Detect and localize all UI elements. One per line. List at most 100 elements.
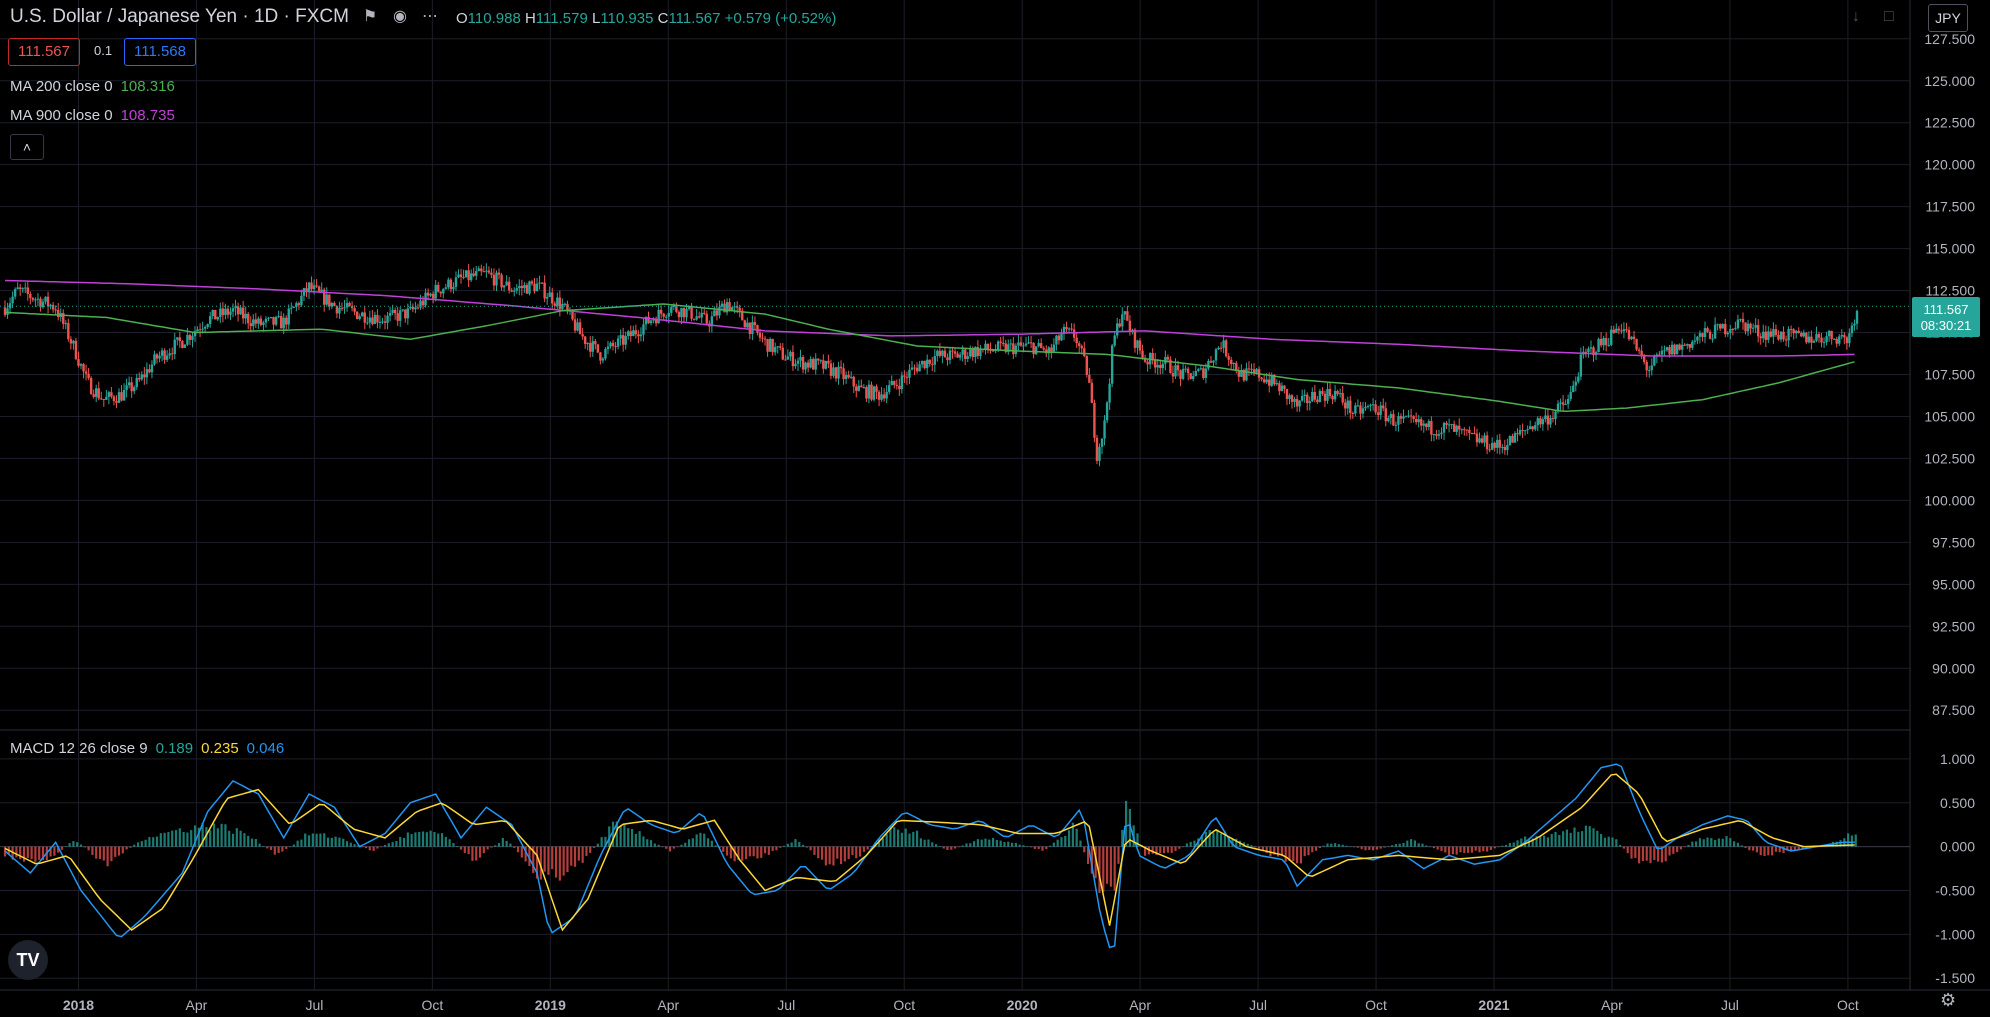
candle-body bbox=[1716, 324, 1719, 326]
candle-body bbox=[806, 362, 810, 368]
candle-body bbox=[1017, 342, 1020, 346]
candle-body bbox=[958, 354, 962, 358]
candle-body bbox=[183, 344, 187, 348]
macd-hist-bar bbox=[923, 839, 926, 847]
candle-body bbox=[102, 399, 106, 401]
chevron-up-icon[interactable]: ˄ bbox=[10, 134, 44, 160]
macd-hist-bar bbox=[1793, 846, 1797, 851]
ma900-legend[interactable]: MA 900 close 0 108.735 bbox=[10, 107, 175, 124]
tradingview-logo-icon[interactable]: TV bbox=[8, 940, 48, 980]
macd-hist-bar bbox=[832, 846, 835, 866]
candle-body bbox=[794, 363, 797, 367]
candle-body bbox=[11, 296, 14, 304]
candle-body bbox=[1518, 430, 1522, 435]
macd-hist-bar bbox=[1505, 844, 1508, 847]
candle-body bbox=[371, 317, 374, 324]
candle-body bbox=[1784, 339, 1788, 341]
candle-body bbox=[97, 388, 100, 399]
candle-body bbox=[1072, 329, 1076, 338]
macd-hist-bar bbox=[1550, 833, 1553, 847]
candle-body bbox=[1541, 419, 1545, 425]
candle-body bbox=[77, 359, 80, 366]
macd-hist-bar bbox=[581, 846, 584, 863]
macd-hist-bar bbox=[269, 846, 273, 850]
macd-hist-bar bbox=[1200, 835, 1204, 847]
candle-body bbox=[1376, 412, 1380, 415]
macd-hist-bar bbox=[1668, 846, 1671, 856]
macd-hist-bar bbox=[695, 834, 698, 847]
candle-body bbox=[1133, 329, 1137, 348]
flag-icon[interactable]: ⚑ bbox=[362, 8, 378, 25]
candle-body bbox=[1579, 354, 1583, 377]
candle-body bbox=[799, 357, 802, 361]
macd-hist-bar bbox=[159, 833, 162, 847]
arrow-down-icon[interactable]: ↓ bbox=[1852, 8, 1860, 25]
candle-body bbox=[274, 316, 278, 325]
candle-body bbox=[421, 300, 425, 306]
ma200-legend[interactable]: MA 200 close 0 108.316 bbox=[10, 78, 175, 95]
macd-hist-bar bbox=[1094, 846, 1097, 879]
macd-hist-bar bbox=[513, 846, 516, 848]
candle-body bbox=[1432, 434, 1436, 436]
candle-body bbox=[1782, 331, 1785, 340]
candle-body bbox=[500, 274, 503, 288]
macd-hist-bar bbox=[1740, 845, 1743, 847]
buy-button[interactable]: 111.568 bbox=[124, 38, 196, 66]
candle-body bbox=[1338, 393, 1342, 395]
sell-button[interactable]: 111.567 bbox=[8, 38, 80, 66]
eye-icon[interactable]: ◉ bbox=[393, 8, 407, 25]
macd-hist-bar bbox=[1189, 841, 1192, 847]
macd-hist-bar bbox=[1641, 846, 1645, 862]
macd-hist-bar bbox=[72, 841, 75, 847]
candle-body bbox=[254, 319, 258, 324]
candle-body bbox=[361, 312, 364, 317]
macd-hist-bar bbox=[353, 844, 356, 847]
candle-body bbox=[543, 282, 546, 299]
candle-body bbox=[1161, 363, 1165, 369]
candle-body bbox=[115, 400, 118, 403]
macd-hist-bar bbox=[1619, 845, 1622, 847]
macd-hist-bar bbox=[558, 846, 561, 881]
candle-body bbox=[1566, 398, 1570, 405]
candle-body bbox=[191, 336, 194, 340]
candle-body bbox=[614, 346, 617, 348]
macd-hist-bar bbox=[315, 833, 318, 847]
candle-body bbox=[1455, 425, 1458, 432]
candle-body bbox=[900, 375, 904, 390]
fullscreen-icon[interactable]: □ bbox=[1884, 8, 1894, 25]
more-icon[interactable]: ⋯ bbox=[421, 8, 438, 25]
macd-hist-bar bbox=[1482, 846, 1485, 852]
candle-body bbox=[8, 303, 12, 309]
candle-body bbox=[350, 306, 354, 309]
candle-body bbox=[1521, 430, 1524, 432]
currency-select[interactable]: JPY bbox=[1928, 4, 1968, 32]
macd-hist-bar bbox=[1349, 846, 1352, 848]
candle-body bbox=[196, 329, 199, 332]
macd-hist-bar bbox=[250, 838, 254, 847]
macd-legend[interactable]: MACD 12 26 close 9 0.189 0.235 0.046 bbox=[10, 740, 284, 757]
candle-body bbox=[1810, 336, 1813, 343]
macd-hist-bar bbox=[114, 846, 117, 857]
macd-hist-bar bbox=[1056, 839, 1059, 847]
macd-hist-bar bbox=[1672, 846, 1675, 854]
macd-hist-bar bbox=[1128, 808, 1131, 847]
candle-body bbox=[877, 391, 881, 400]
macd-hist-bar bbox=[729, 846, 732, 859]
macd-hist-bar bbox=[1622, 846, 1626, 849]
candle-body bbox=[312, 285, 316, 290]
macd-hist-bar bbox=[1022, 845, 1025, 847]
macd-line bbox=[4, 763, 1855, 949]
symbol-title[interactable]: U.S. Dollar / Japanese Yen · 1D · FXCM bbox=[10, 6, 349, 27]
macd-hist-bar bbox=[1801, 846, 1804, 849]
gear-icon[interactable]: ⚙ bbox=[1940, 990, 1957, 1010]
candle-body bbox=[1194, 370, 1197, 377]
time-tick-label: Oct bbox=[1365, 997, 1387, 1013]
macd-hist-bar bbox=[1759, 846, 1762, 856]
candle-body bbox=[419, 300, 422, 308]
macd-hist-bar bbox=[1117, 846, 1120, 864]
macd-hist-bar bbox=[760, 846, 763, 858]
candle-body bbox=[24, 287, 27, 289]
macd-hist-bar bbox=[1835, 841, 1838, 847]
candle-body bbox=[756, 325, 759, 333]
